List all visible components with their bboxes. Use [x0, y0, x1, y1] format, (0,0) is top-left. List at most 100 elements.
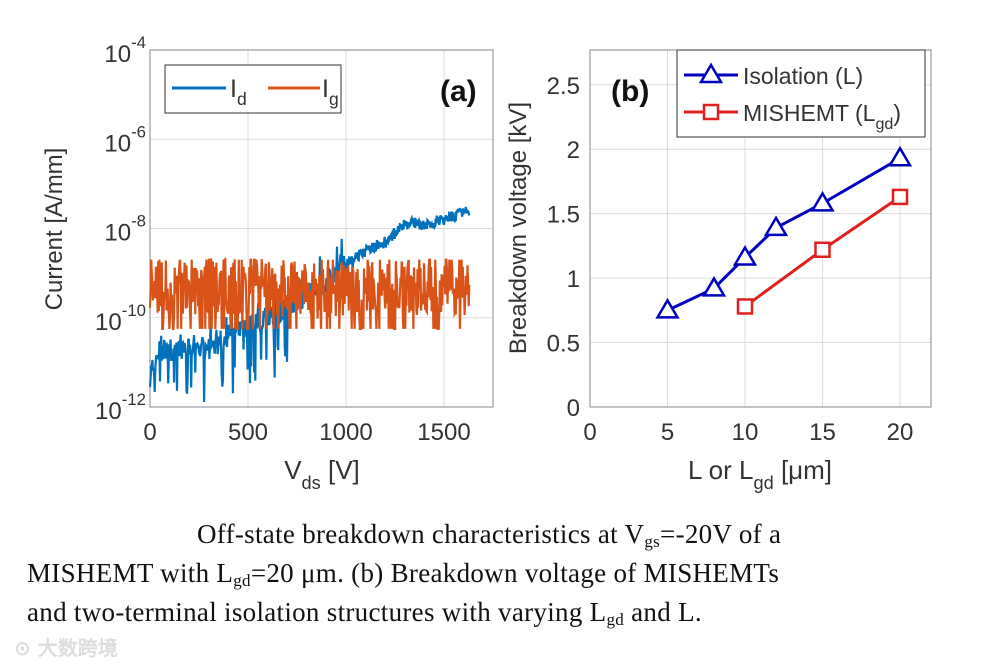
panel-label-b: (b): [611, 75, 649, 108]
label-part: [μm]: [774, 455, 832, 485]
label-part: g: [329, 89, 339, 109]
label-part: 500: [228, 419, 268, 446]
watermark-text: 大数跨境: [37, 636, 118, 660]
data-point-mishemt: [814, 241, 831, 259]
label-part: 0: [143, 419, 156, 446]
label-part: 0.5: [547, 331, 580, 358]
caption-line-3: and two-terminal isolation structures wi…: [27, 597, 702, 630]
caption-text: and two-terminal isolation structures wi…: [27, 597, 607, 627]
data-point-mishemt: [891, 188, 909, 206]
label-part: gd: [753, 473, 773, 493]
caption-line-1: Off-state breakdown characteristics at V…: [197, 519, 781, 552]
x-tick-label: 0: [143, 419, 156, 446]
data-point-isolation: [810, 190, 835, 212]
label-part: 10: [95, 309, 122, 336]
y-tick-label: 2.5: [547, 73, 580, 100]
y-tick-label: 0.5: [547, 331, 580, 358]
caption-text: and L.: [624, 597, 702, 627]
label-part: 20: [887, 419, 914, 446]
label-part: -6: [131, 122, 146, 141]
x-tick-label: 15: [809, 419, 836, 446]
label-part: I: [230, 75, 237, 103]
x-tick-label: 1000: [319, 419, 372, 446]
label-part: L or L: [688, 455, 754, 485]
label-part: 0: [567, 395, 580, 422]
data-point-mishemt: [736, 298, 754, 315]
legend-isolation-label: Isolation (L): [743, 63, 863, 89]
label-part: 10: [95, 398, 122, 425]
y-tick-label: 0: [567, 395, 580, 422]
label-part: -8: [131, 212, 146, 231]
label-part: I: [322, 75, 329, 103]
label-part: 1.5: [547, 202, 580, 229]
series-id-line-upper: [345, 206, 471, 269]
data-point-isolation: [732, 245, 758, 266]
label-part: d: [237, 89, 247, 109]
label-part: 0: [583, 419, 596, 446]
legend-isolation-marker: [698, 62, 724, 84]
caption-sub: gd: [233, 571, 251, 590]
x-tick-label: 0: [583, 419, 596, 446]
label-part: 10: [104, 220, 131, 247]
y-tick-label: 10-8: [104, 212, 146, 247]
legend-mishemt-marker: [702, 103, 720, 121]
label-part: Isolation (L): [743, 63, 863, 89]
legend-b-box: [676, 49, 926, 138]
label-part: 1: [567, 266, 580, 293]
label-part: 10: [104, 41, 131, 68]
watermark-logo: ⊙ 大数跨境: [14, 636, 118, 660]
label-part: 2: [567, 137, 580, 164]
x-tick-label: 5: [661, 419, 674, 446]
panel-label-a: (a): [440, 75, 477, 108]
label-part: Breakdown voltage [kV]: [505, 102, 532, 354]
y-tick-label: 10-6: [104, 122, 146, 157]
label-part: 1500: [417, 419, 470, 446]
label-part: (b): [611, 75, 649, 108]
x-tick-label: 500: [228, 419, 268, 446]
caption-sub: gd: [606, 610, 625, 629]
x-tick-label: 1500: [417, 419, 470, 446]
label-part: (a): [440, 75, 477, 108]
legend-id-label: Id: [230, 75, 247, 109]
series-ig-line: [148, 257, 471, 330]
y-tick-label: 1.5: [547, 202, 580, 229]
caption-text: =20 μm. (b) Breakdown voltage of MISHEMT…: [250, 558, 780, 588]
legend-ig-label: Ig: [322, 75, 339, 109]
data-point-isolation: [763, 215, 789, 237]
label-part: -4: [131, 33, 146, 52]
label-part: 10: [732, 419, 759, 446]
y-tick-label: 2: [567, 137, 580, 164]
label-part: Current [A/mm]: [41, 148, 68, 311]
x-axis-label-b: L or Lgd [μm]: [688, 455, 832, 493]
plot-frame-a: [149, 49, 494, 408]
y-tick-label: 10-10: [95, 301, 146, 336]
caption-text: =-20V of a: [660, 519, 782, 549]
data-point-isolation: [655, 297, 680, 319]
label-part: MISHEMT (L: [743, 100, 876, 126]
x-axis-label-a: Vds [V]: [284, 455, 360, 493]
y-axis-label-a: Current [A/mm]: [41, 148, 68, 311]
y-tick-label: 10-4: [104, 33, 146, 68]
caption-text: Off-state breakdown characteristics at V: [197, 519, 645, 549]
y-axis-label-b: Breakdown voltage [kV]: [505, 102, 532, 354]
label-part: ): [893, 100, 901, 126]
label-part: 15: [809, 419, 836, 446]
label-part: gd: [875, 115, 893, 133]
label-part: -12: [122, 390, 146, 409]
label-part: [V]: [321, 455, 360, 485]
caption-line-2: MISHEMT with Lgd=20 μm. (b) Breakdown vo…: [27, 558, 779, 591]
label-part: 1000: [319, 419, 372, 446]
label-part: 5: [661, 419, 674, 446]
y-tick-label: 1: [567, 266, 580, 293]
x-tick-label: 10: [732, 419, 759, 446]
label-part: V: [284, 455, 302, 485]
data-point-isolation: [701, 275, 727, 297]
label-part: 2.5: [547, 73, 580, 100]
legend-mishemt-label: MISHEMT (Lgd): [743, 100, 901, 133]
x-tick-label: 20: [887, 419, 914, 446]
caption-sub: gs: [644, 532, 661, 551]
label-part: ds: [302, 473, 321, 493]
label-part: 10: [104, 130, 131, 157]
label-part: -10: [122, 301, 146, 320]
